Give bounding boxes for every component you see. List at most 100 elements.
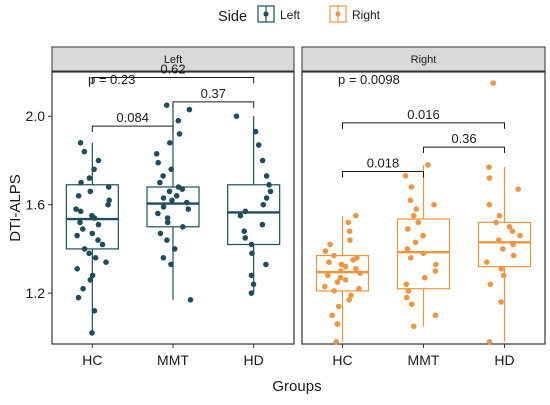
data-point bbox=[402, 173, 409, 179]
bracket-p-label: 0.016 bbox=[407, 107, 440, 122]
data-point bbox=[431, 201, 437, 208]
data-point bbox=[322, 283, 328, 290]
data-point bbox=[496, 212, 503, 219]
data-point bbox=[105, 184, 112, 190]
data-point bbox=[348, 292, 354, 299]
data-point bbox=[338, 268, 344, 274]
data-point bbox=[404, 246, 411, 252]
bracket-p-label: 0.018 bbox=[367, 156, 400, 171]
data-point bbox=[353, 266, 359, 272]
data-point bbox=[249, 250, 255, 257]
data-point bbox=[242, 208, 249, 215]
data-point bbox=[432, 268, 439, 274]
legend-item-right: Right bbox=[329, 5, 381, 23]
data-point bbox=[500, 246, 506, 252]
data-point bbox=[411, 212, 417, 219]
data-point bbox=[185, 206, 192, 212]
data-point bbox=[155, 210, 161, 217]
bracket-line bbox=[172, 101, 255, 108]
data-point bbox=[404, 294, 410, 301]
x-tick-label: HC bbox=[82, 352, 102, 368]
data-point bbox=[420, 232, 426, 239]
y-tick-label: 1.6 bbox=[26, 197, 46, 213]
data-point bbox=[354, 254, 360, 261]
data-point bbox=[73, 206, 79, 212]
data-point bbox=[333, 339, 340, 345]
data-point bbox=[486, 164, 492, 170]
data-point bbox=[334, 279, 341, 285]
panel-right: Right p = 0.0098 0.018 0.36 0.016 HC MMT HD bbox=[301, 46, 546, 368]
x-tick-label: MMT bbox=[408, 352, 440, 368]
panel-left: Left p = 0.23 0.084 0.37 0.62 HC MMT HD bbox=[51, 46, 295, 368]
legend-key-dot bbox=[335, 11, 341, 17]
data-point bbox=[420, 250, 427, 257]
box-mmt bbox=[146, 105, 200, 300]
data-point bbox=[326, 259, 332, 266]
legend-title: Side bbox=[218, 9, 247, 25]
data-point bbox=[164, 237, 170, 243]
box-hd bbox=[477, 167, 532, 342]
data-point bbox=[353, 212, 359, 219]
data-point bbox=[266, 182, 272, 188]
panel-strip-label: Right bbox=[411, 54, 437, 66]
x-tick-label: HD bbox=[494, 352, 514, 368]
data-point bbox=[164, 215, 171, 221]
data-point bbox=[160, 254, 167, 261]
data-point bbox=[345, 219, 352, 226]
data-point bbox=[89, 212, 95, 219]
data-point bbox=[486, 339, 493, 345]
x-axis-label: Groups bbox=[272, 378, 321, 395]
data-point bbox=[259, 221, 266, 228]
data-point bbox=[81, 246, 88, 252]
box-hd bbox=[227, 116, 281, 294]
data-point bbox=[263, 195, 270, 201]
panel-strip bbox=[301, 46, 546, 72]
comparison-bracket: 0.36 bbox=[423, 131, 505, 154]
data-point bbox=[407, 197, 414, 204]
data-point bbox=[169, 197, 175, 204]
y-axis: 1.2 1.6 2.0 bbox=[26, 108, 52, 301]
data-point bbox=[176, 131, 183, 137]
global-p-value: p = 0.0098 bbox=[338, 72, 400, 87]
bracket-line bbox=[342, 122, 505, 129]
data-point bbox=[77, 140, 84, 146]
legend-item-label: Right bbox=[352, 8, 381, 22]
data-point bbox=[403, 281, 410, 288]
data-point bbox=[75, 193, 82, 199]
x-tick-label: HD bbox=[244, 352, 264, 368]
data-point bbox=[407, 254, 414, 261]
bracket-line bbox=[91, 125, 174, 133]
data-point bbox=[346, 297, 353, 303]
legend: Side Left Right bbox=[218, 5, 381, 25]
data-point bbox=[425, 162, 431, 168]
data-point bbox=[337, 274, 344, 281]
data-point bbox=[267, 188, 274, 195]
data-point bbox=[322, 248, 329, 254]
data-point bbox=[80, 226, 86, 232]
data-point bbox=[250, 281, 257, 288]
y-axis-label: DTI-ALPS bbox=[7, 174, 24, 242]
data-point bbox=[91, 308, 98, 314]
data-point bbox=[168, 261, 174, 268]
data-point bbox=[157, 179, 163, 186]
bracket-line bbox=[91, 77, 255, 84]
data-point bbox=[327, 241, 333, 248]
data-point bbox=[405, 288, 412, 294]
bracket-p-label: 0.37 bbox=[201, 86, 226, 101]
data-point bbox=[248, 290, 255, 296]
data-point bbox=[252, 128, 259, 135]
data-point bbox=[163, 102, 170, 108]
data-point bbox=[187, 297, 194, 303]
data-point bbox=[80, 285, 86, 292]
data-point bbox=[433, 261, 439, 268]
data-point bbox=[75, 294, 82, 301]
data-point bbox=[490, 80, 497, 86]
data-point bbox=[422, 274, 428, 281]
data-point bbox=[95, 237, 101, 243]
data-point bbox=[248, 241, 255, 248]
data-point bbox=[237, 212, 244, 219]
data-point bbox=[241, 228, 247, 234]
data-point bbox=[510, 252, 517, 259]
data-point bbox=[342, 277, 349, 283]
x-tick-label: HC bbox=[332, 352, 352, 368]
